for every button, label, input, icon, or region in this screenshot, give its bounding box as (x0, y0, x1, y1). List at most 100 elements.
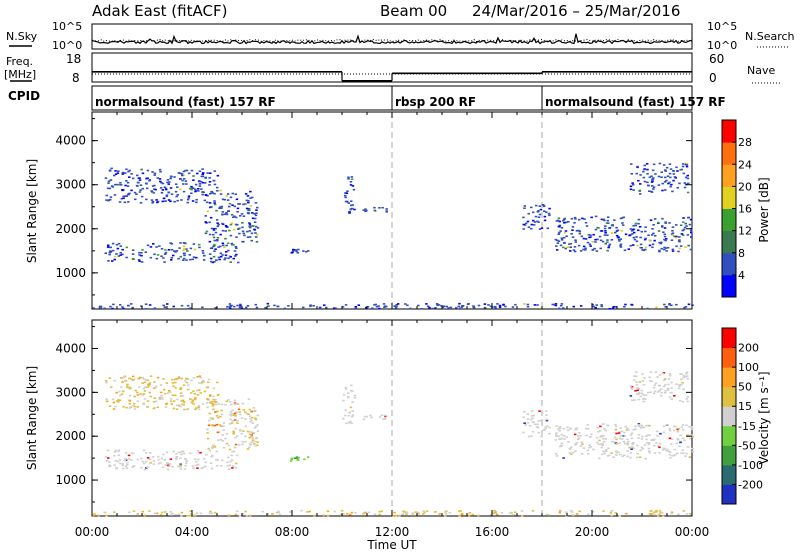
power-echo-cell (212, 236, 216, 239)
velocity-echo-cell (176, 404, 179, 407)
power-echo-cell (155, 257, 159, 260)
velocity-echo-cell (179, 464, 183, 467)
power-echo-cell (117, 255, 121, 257)
power-echo-cell (217, 223, 220, 226)
velocity-colorbar-tick-label: 100 (738, 361, 759, 374)
power-echo-cell (297, 248, 300, 251)
velocity-echo-cell (249, 421, 252, 423)
velocity-echo-cell (182, 384, 186, 386)
power-echo-cell (309, 304, 312, 306)
velocity-echo-cell (635, 381, 638, 383)
velocity-echo-cell (477, 514, 480, 517)
power-echo-cell (669, 176, 672, 179)
power-echo-cell (179, 242, 182, 244)
velocity-echo-cell (117, 454, 120, 456)
power-echo-cell (614, 306, 618, 308)
velocity-echo-cell (666, 387, 670, 390)
power-echo-cell (197, 188, 200, 190)
velocity-echo-cell (174, 514, 177, 516)
velocity-echo-cell (531, 410, 534, 412)
velocity-echo-cell (132, 375, 135, 378)
velocity-echo-cell (227, 399, 230, 401)
velocity-echo-cell (636, 389, 639, 391)
velocity-echo-cell (128, 394, 132, 397)
power-echo-cell (622, 216, 625, 219)
velocity-echo-cell (129, 386, 132, 389)
velocity-echo-cell (691, 435, 694, 438)
power-echo-cell (232, 257, 235, 260)
power-echo-cell (165, 195, 169, 198)
velocity-echo-cell (646, 434, 650, 436)
power-echo-cell (652, 163, 656, 166)
velocity-echo-cell (133, 395, 136, 398)
power-echo-cell (111, 307, 114, 310)
velocity-echo-cell (523, 422, 526, 424)
power-echo-cell (106, 187, 110, 190)
velocity-echo-cell (403, 511, 406, 513)
velocity-echo-cell (333, 510, 336, 513)
power-echo-cell (631, 182, 634, 184)
power-echo-cell (191, 200, 195, 202)
velocity-echo-cell (168, 463, 172, 465)
velocity-echo-cell (340, 509, 344, 512)
velocity-echo-cell (681, 428, 685, 431)
velocity-echo-cell (567, 441, 570, 443)
velocity-echo-cell (676, 430, 679, 433)
velocity-echo-cell (633, 399, 636, 401)
power-echo-cell (248, 236, 252, 238)
velocity-echo-cell (184, 458, 188, 461)
power-echo-cell (287, 305, 290, 307)
velocity-echo-cell (207, 447, 210, 450)
power-colorbar-swatch (722, 230, 736, 254)
velocity-echo-cell (242, 409, 246, 411)
power-echo-cell (219, 252, 223, 255)
cpid-segment-label-0: normalsound (fast) 157 RF (95, 95, 276, 109)
velocity-echo-cell (493, 510, 496, 512)
beam-label: Beam 00 (380, 2, 447, 20)
power-echo-cell (210, 227, 214, 230)
power-echo-cell (675, 224, 678, 226)
velocity-echo-cell (582, 447, 586, 449)
velocity-echo-cell (461, 513, 464, 515)
power-echo-cell (229, 234, 233, 237)
power-echo-cell (125, 180, 128, 182)
power-echo-cell (239, 303, 242, 306)
velocity-echo-cell (179, 468, 183, 470)
power-echo-cell (350, 204, 353, 207)
power-echo-cell (194, 188, 197, 191)
velocity-echo-cell (148, 458, 151, 460)
velocity-echo-cell (141, 394, 145, 396)
velocity-echo-cell (602, 440, 606, 443)
velocity-echo-cell (629, 452, 633, 454)
velocity-echo-cell (559, 444, 563, 447)
velocity-echo-cell (601, 437, 605, 440)
velocity-echo-cell (208, 401, 212, 404)
velocity-echo-cell (423, 511, 426, 514)
velocity-colorbar-swatch (722, 367, 736, 388)
velocity-echo-cell (601, 453, 604, 456)
power-echo-cell (179, 188, 182, 191)
power-echo-cell (234, 216, 238, 219)
power-echo-cell (217, 256, 221, 259)
velocity-echo-cell (196, 376, 199, 378)
power-echo-cell (215, 219, 219, 221)
power-echo-cell (225, 213, 229, 216)
power-echo-cell (255, 209, 258, 211)
velocity-echo-cell (670, 511, 674, 513)
velocity-echo-cell (685, 424, 688, 426)
velocity-echo-cell (199, 451, 202, 454)
velocity-echo-cell (140, 457, 143, 460)
power-echo-cell (635, 236, 638, 238)
power-echo-cell (646, 173, 649, 175)
power-echo-cell (660, 176, 663, 178)
power-echo-cell (548, 214, 551, 217)
velocity-echo-cell (141, 376, 144, 379)
velocity-echo-cell (278, 514, 282, 516)
velocity-colorbar-swatch (722, 347, 736, 368)
power-echo-cell (540, 227, 544, 229)
velocity-echo-cell (647, 447, 651, 450)
velocity-echo-cell (641, 448, 645, 450)
power-echo-cell (211, 261, 215, 264)
power-echo-cell (545, 211, 548, 213)
power-echo-cell (522, 223, 525, 226)
